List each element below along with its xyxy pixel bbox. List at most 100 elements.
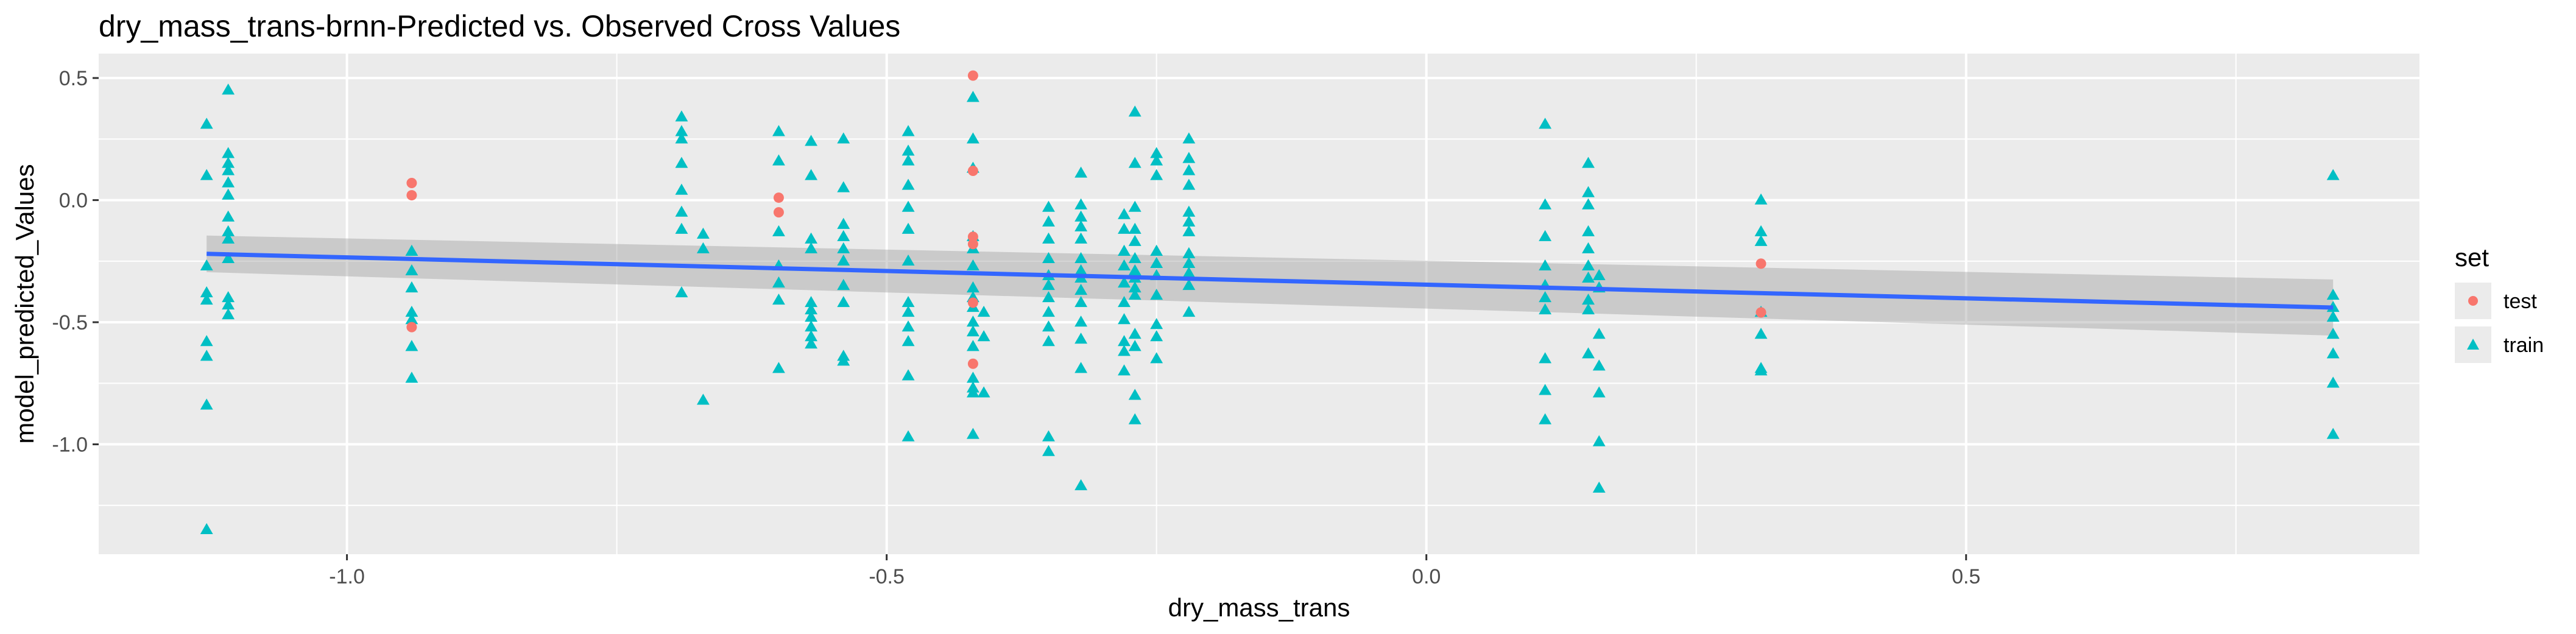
test-point [406,322,417,333]
train-point [837,217,850,229]
train-point [222,225,235,236]
train-point [1150,256,1163,268]
train-point [1539,291,1552,303]
train-point [222,308,235,320]
plot-panel [99,54,2419,554]
train-point [1042,430,1055,442]
train-point [222,232,235,244]
train-point [1042,335,1055,347]
train-point [902,154,915,166]
train-point [696,393,710,405]
legend: set test train [2455,243,2544,363]
train-point [966,315,979,327]
x-axis-title: dry_mass_trans [1168,593,1350,622]
train-point [902,430,915,442]
test-point [406,190,417,201]
train-point [1128,222,1142,234]
test-point [773,192,784,203]
train-point [200,259,213,270]
legend-label-train: train [2504,334,2544,357]
train-point [1592,328,1606,339]
train-point [1182,256,1196,268]
train-point [1075,315,1088,327]
train-point [837,254,850,266]
train-point [1182,215,1196,227]
train-point [675,132,688,144]
train-point [1075,362,1088,373]
trend-line-layer [206,252,2334,310]
train-point [1592,435,1606,446]
grid-major [99,54,2419,554]
train-point [200,335,213,347]
train-point [837,354,850,366]
train-point [805,337,818,349]
train-point [902,200,915,212]
train-point [1128,105,1142,117]
train-point [1118,335,1131,347]
train-point [222,252,235,263]
train-point [966,372,979,383]
train-point [675,183,688,195]
train-point [1182,152,1196,163]
train-point [772,154,785,166]
train-point [1075,198,1088,210]
train-point [675,157,688,168]
train-point [222,188,235,200]
train-point [675,222,688,234]
train-point [1754,234,1768,246]
confidence-band [206,235,2334,336]
train-point [966,340,979,351]
train-point [222,176,235,188]
train-point [966,325,979,337]
train-point [1182,266,1196,278]
train-point [1042,278,1055,291]
train-point [222,298,235,310]
train-point [1754,225,1768,236]
trend-line [206,252,2334,310]
test-point [1756,307,1766,318]
train-point [405,372,418,383]
train-point [977,386,990,398]
train-point [1118,259,1131,270]
train-point [1075,232,1088,244]
train-point [1075,479,1088,490]
train-point [966,281,979,293]
train-point [1118,244,1131,256]
test-point [967,165,978,176]
train-point [902,369,915,381]
train-point [1539,303,1552,315]
train-point [1582,293,1595,305]
train-point [2326,376,2340,388]
train-point [1592,359,1606,371]
train-point [1118,345,1131,356]
train-point [1539,118,1552,129]
train-point [675,205,688,217]
train-point [2326,428,2340,439]
test-point [406,178,417,189]
train-point [805,330,818,342]
y-tick-label: -0.5 [52,311,88,334]
chart-title: dry_mass_trans-brnn-Predicted vs. Observ… [99,9,900,43]
train-point [977,306,990,317]
train-point [1182,205,1196,217]
train-point [1042,215,1055,227]
train-point [1582,347,1595,359]
x-tick-label: -1.0 [329,565,365,588]
test-point [967,239,978,250]
train-point [772,225,785,236]
train-point [222,157,235,168]
train-point [1582,157,1595,168]
train-point [1150,147,1163,158]
x-tick-label: -0.5 [869,565,905,588]
train-point [200,118,213,129]
train-point [1150,154,1163,166]
train-point [1150,244,1163,256]
train-point [675,110,688,122]
train-point [405,264,418,276]
test-point [967,358,978,369]
train-point [1118,222,1131,234]
train-point [1128,234,1142,246]
train-point [200,169,213,180]
train-point [902,320,915,332]
